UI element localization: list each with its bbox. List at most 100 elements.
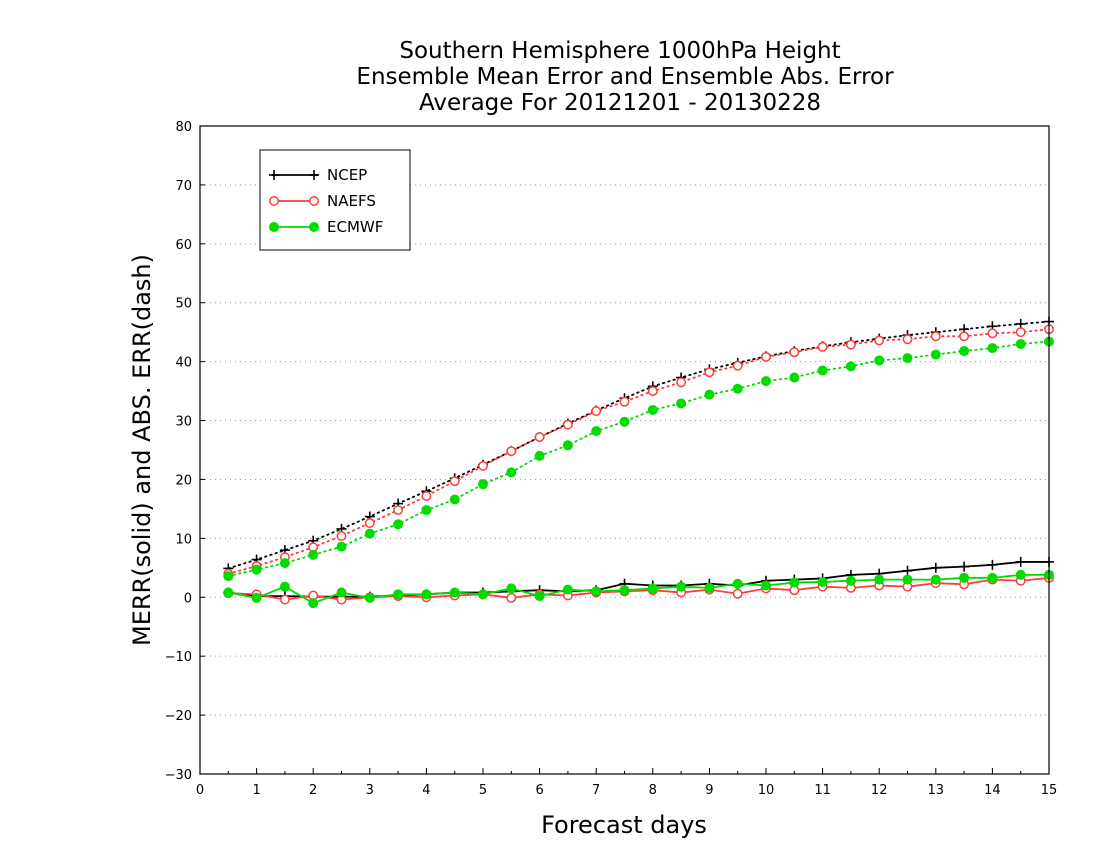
x-tick-label: 5: [479, 783, 487, 798]
data-point-naefs-dotted: [619, 396, 630, 407]
y-tick-label: 80: [175, 120, 192, 135]
data-point-ecmwf-solid: [336, 587, 347, 598]
data-point-ecmwf-solid: [279, 581, 290, 592]
data-point-ecmwf-solid: [647, 583, 658, 594]
chart-title-line-2: Ensemble Mean Error and Ensemble Abs. Er…: [356, 64, 894, 90]
data-point-naefs-dotted: [647, 386, 658, 397]
series-ecmwf-dotted: [223, 336, 1054, 582]
x-tick-label: 4: [422, 783, 430, 798]
data-point-naefs-dotted: [817, 341, 828, 352]
data-point-ecmwf-dotted: [761, 376, 771, 387]
data-point-ecmwf-solid: [534, 591, 545, 602]
y-tick-label: 60: [175, 238, 192, 253]
data-point-ecmwf-solid: [789, 577, 800, 588]
legend-marker-ncep: [269, 170, 279, 180]
data-point-ecmwf-dotted: [874, 355, 885, 366]
data-point-naefs-dotted: [987, 328, 998, 339]
x-tick-label: 6: [535, 783, 543, 798]
legend-box: [259, 149, 411, 251]
x-tick-label: 0: [196, 783, 204, 798]
x-tick-label: 13: [928, 783, 945, 798]
legend-label-naefs: NAEFS: [327, 192, 376, 210]
data-point-ecmwf-dotted: [478, 479, 488, 490]
data-point-naefs-dotted: [534, 432, 545, 442]
y-tick-label: 20: [175, 473, 192, 488]
data-point-ecmwf-solid: [874, 574, 885, 585]
data-point-ecmwf-solid: [704, 582, 715, 593]
data-point-ecmwf-dotted: [789, 372, 800, 383]
data-point-ecmwf-dotted: [449, 494, 460, 505]
y-tick-label: 40: [175, 356, 192, 371]
series-line-ecmwf-dotted: [227, 340, 1050, 577]
data-point-ecmwf-solid: [251, 592, 262, 603]
y-tick-label: 10: [175, 532, 192, 547]
data-point-ecmwf-dotted: [251, 564, 262, 575]
data-point-ecmwf-dotted: [845, 361, 856, 372]
data-point-ecmwf-dotted: [421, 505, 432, 516]
data-point-ecmwf-dotted: [279, 558, 290, 569]
data-point-ecmwf-solid: [619, 585, 630, 596]
chart-title-line-3: Average For 20121201 - 20130228: [419, 90, 821, 116]
data-point-ecmwf-solid: [562, 584, 573, 595]
chart-title-line-1: Southern Hemisphere 1000hPa Height: [399, 38, 840, 64]
data-point-naefs-dotted: [506, 446, 517, 457]
data-point-ecmwf-dotted: [1015, 338, 1026, 349]
data-point-ecmwf-dotted: [591, 426, 602, 437]
data-point-ecmwf-dotted: [647, 404, 658, 415]
data-point-naefs-dotted: [902, 334, 913, 345]
data-point-ecmwf-solid: [959, 572, 970, 583]
data-point-ecmwf-dotted: [506, 467, 517, 478]
data-point-ncep-solid: [1015, 556, 1026, 567]
y-tick-label: −10: [165, 650, 192, 665]
data-point-naefs-dotted: [478, 460, 488, 471]
data-point-ecmwf-solid: [478, 589, 488, 600]
data-point-ecmwf-dotted: [817, 365, 828, 376]
data-point-naefs-solid: [279, 594, 290, 605]
data-point-naefs-dotted: [761, 351, 771, 362]
data-point-naefs-dotted: [1015, 327, 1026, 338]
data-point-ecmwf-solid: [223, 587, 234, 598]
data-point-naefs-dotted: [959, 331, 970, 342]
data-point-ecmwf-dotted: [676, 398, 687, 409]
data-point-ncep-solid: [930, 562, 941, 573]
data-point-ncep-solid: [987, 559, 998, 570]
data-point-ecmwf-dotted: [364, 528, 375, 539]
data-point-ecmwf-solid: [902, 574, 913, 585]
data-point-ecmwf-solid: [308, 598, 319, 609]
data-point-ecmwf-dotted: [704, 389, 715, 400]
data-point-ecmwf-dotted: [534, 450, 545, 461]
x-tick-label: 11: [814, 783, 831, 798]
legend: NCEP NAEFS ECMWF: [259, 149, 411, 251]
data-point-naefs-dotted: [591, 406, 602, 417]
data-point-naefs-dotted: [449, 476, 460, 487]
x-axis-label: Forecast days: [541, 811, 707, 839]
x-tick-label: 2: [309, 783, 317, 798]
x-tick-label: 15: [1041, 783, 1058, 798]
data-point-ecmwf-solid: [1015, 569, 1026, 580]
x-tick-label: 7: [592, 783, 600, 798]
data-point-ncep-solid: [902, 565, 913, 576]
data-point-ecmwf-solid: [845, 575, 856, 586]
x-tick-label: 10: [758, 783, 775, 798]
data-point-naefs-solid: [506, 592, 517, 603]
data-point-ecmwf-solid: [761, 580, 771, 591]
data-point-ecmwf-dotted: [308, 549, 319, 560]
data-point-ecmwf-solid: [591, 586, 602, 597]
data-point-naefs-dotted: [364, 518, 375, 528]
y-tick-label: 30: [175, 415, 192, 430]
data-point-ecmwf-dotted: [393, 519, 404, 530]
y-tick-label: −20: [165, 709, 192, 724]
data-point-naefs-dotted: [676, 377, 687, 388]
legend-marker-naefs: [309, 196, 319, 206]
data-point-ecmwf-solid: [506, 583, 517, 594]
series-line-naefs-dotted: [227, 328, 1050, 575]
data-point-ecmwf-dotted: [959, 346, 970, 357]
data-point-ecmwf-solid: [421, 589, 432, 600]
data-point-naefs-solid: [732, 588, 743, 599]
data-point-ecmwf-solid: [930, 574, 941, 585]
y-tick-label: −30: [165, 768, 192, 783]
legend-label-ncep: NCEP: [327, 166, 367, 184]
x-tick-label: 8: [649, 783, 657, 798]
data-point-ecmwf-dotted: [619, 416, 630, 427]
legend-marker-naefs: [269, 196, 279, 206]
